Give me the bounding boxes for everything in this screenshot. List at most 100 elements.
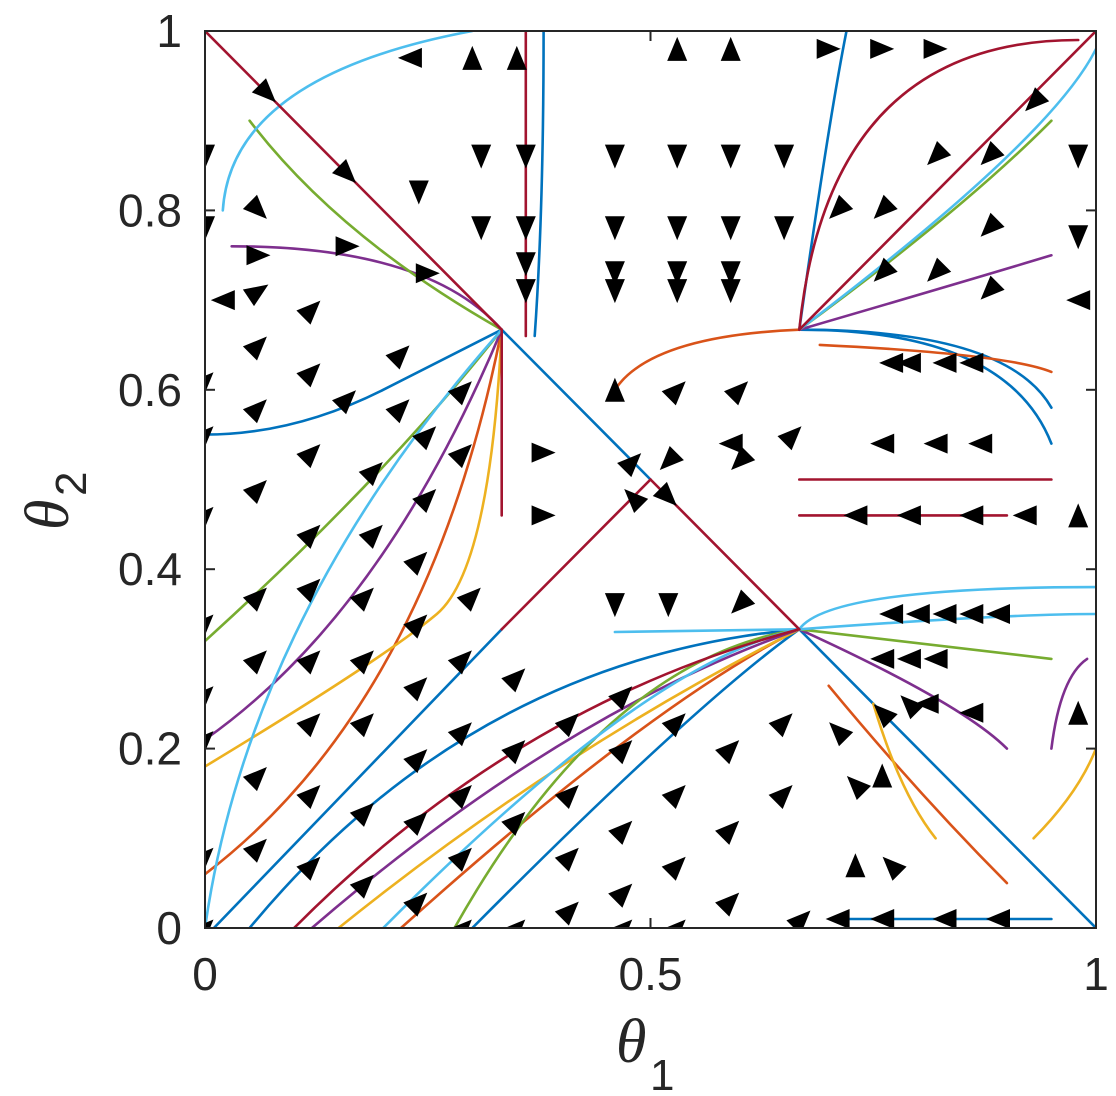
arrow-6 (408, 180, 429, 205)
arrow-22 (242, 480, 267, 504)
arrow-27 (205, 372, 214, 393)
x-axis-label-subscript: 1 (650, 1051, 674, 1096)
arrow-1 (205, 216, 215, 241)
streamline-31 (205, 328, 503, 928)
arrow-169 (1066, 290, 1091, 311)
y-tick-label-0: 0 (156, 902, 182, 954)
arrow-103 (870, 648, 895, 669)
arrow-54 (296, 713, 321, 738)
streamline-13 (818, 343, 1053, 374)
arrow-42 (447, 444, 472, 469)
streamline-1 (205, 328, 503, 436)
arrow-95 (845, 853, 866, 878)
arrow-154 (720, 279, 741, 304)
arrow-139 (531, 442, 556, 463)
arrow-152 (604, 279, 625, 304)
arrow-148 (720, 216, 741, 241)
arrow-171 (1068, 225, 1089, 250)
arrow-166 (927, 257, 952, 282)
arrow-116 (658, 593, 679, 618)
arrow-105 (923, 648, 948, 669)
y-tick-label-1: 0.2 (118, 723, 182, 775)
arrow-0 (205, 144, 215, 169)
arrow-52 (403, 614, 428, 639)
arrow-157 (816, 38, 841, 59)
streamline-40 (798, 31, 1096, 331)
streamline-18 (872, 702, 937, 840)
arrow-150 (774, 216, 795, 241)
arrow-85 (504, 919, 526, 928)
plot-area (204, 30, 1097, 929)
arrow-113 (986, 909, 1010, 928)
streamline-15 (613, 328, 801, 392)
y-axis-label: θ 2 (14, 472, 96, 530)
arrow-170 (1068, 144, 1089, 169)
arrow-10 (471, 144, 492, 169)
arrow-56 (403, 677, 428, 702)
arrow-109 (959, 604, 984, 624)
streamline-27 (248, 119, 503, 331)
arrow-167 (980, 212, 1005, 237)
arrow-137 (652, 481, 677, 506)
streamline-9 (471, 628, 801, 928)
arrow-53 (447, 650, 472, 675)
arrow-161 (873, 194, 898, 219)
streamline-11 (205, 328, 503, 876)
arrow-120 (959, 505, 984, 526)
arrow-124 (870, 433, 895, 454)
streamline-30 (453, 628, 801, 928)
arrow-168 (980, 275, 1005, 300)
arrow-143 (604, 144, 625, 169)
streamline-0 (212, 628, 503, 928)
arrow-72 (554, 713, 579, 738)
arrow-147 (720, 261, 741, 286)
arrow-127 (879, 352, 904, 373)
arrow-21 (242, 399, 267, 424)
arrow-76 (661, 856, 686, 881)
arrow-78 (661, 713, 686, 738)
arrow-83 (786, 910, 811, 928)
arrow-138 (659, 446, 684, 470)
x-axis-ticks: 0 0.5 1 (192, 31, 1109, 1000)
arrow-146 (667, 144, 688, 169)
arrow-67 (501, 811, 526, 836)
streamline-43 (798, 38, 1080, 331)
streamline-3 (798, 628, 1096, 928)
streamline-2 (500, 328, 652, 481)
arrow-164 (1025, 87, 1050, 112)
arrow-71 (554, 785, 579, 809)
arrow-74 (608, 740, 633, 765)
arrow-34 (296, 363, 321, 388)
arrow-141 (604, 261, 625, 286)
streamline-38 (500, 478, 652, 631)
arrow-19 (242, 284, 269, 307)
arrow-68 (501, 740, 526, 765)
streamline-24 (1050, 657, 1089, 750)
arrow-45 (412, 489, 437, 513)
arrow-122 (731, 446, 756, 470)
arrow-41 (412, 426, 437, 451)
arrow-119 (896, 505, 921, 526)
arrow-153 (667, 279, 688, 304)
arrow-3 (251, 78, 276, 103)
arrow-77 (661, 785, 686, 809)
streamline-33 (798, 585, 1096, 631)
arrow-91 (665, 919, 686, 928)
arrow-8 (462, 45, 483, 70)
arrow-25 (242, 767, 267, 792)
arrow-88 (715, 892, 740, 917)
arrow-162 (927, 141, 952, 166)
streamlines (205, 31, 1096, 928)
streamline-14 (827, 684, 1009, 885)
arrow-48 (403, 551, 428, 576)
streamline-35 (798, 47, 1096, 331)
arrow-29 (205, 506, 214, 528)
arrow-35 (332, 390, 356, 415)
arrow-43 (296, 524, 321, 549)
arrow-131 (777, 426, 802, 451)
arrow-60 (447, 722, 472, 747)
y-tick-label-5: 1 (156, 5, 182, 57)
arrow-55 (349, 713, 374, 738)
y-axis-ticks: 0 0.2 0.4 0.6 0.8 1 (118, 5, 1096, 954)
